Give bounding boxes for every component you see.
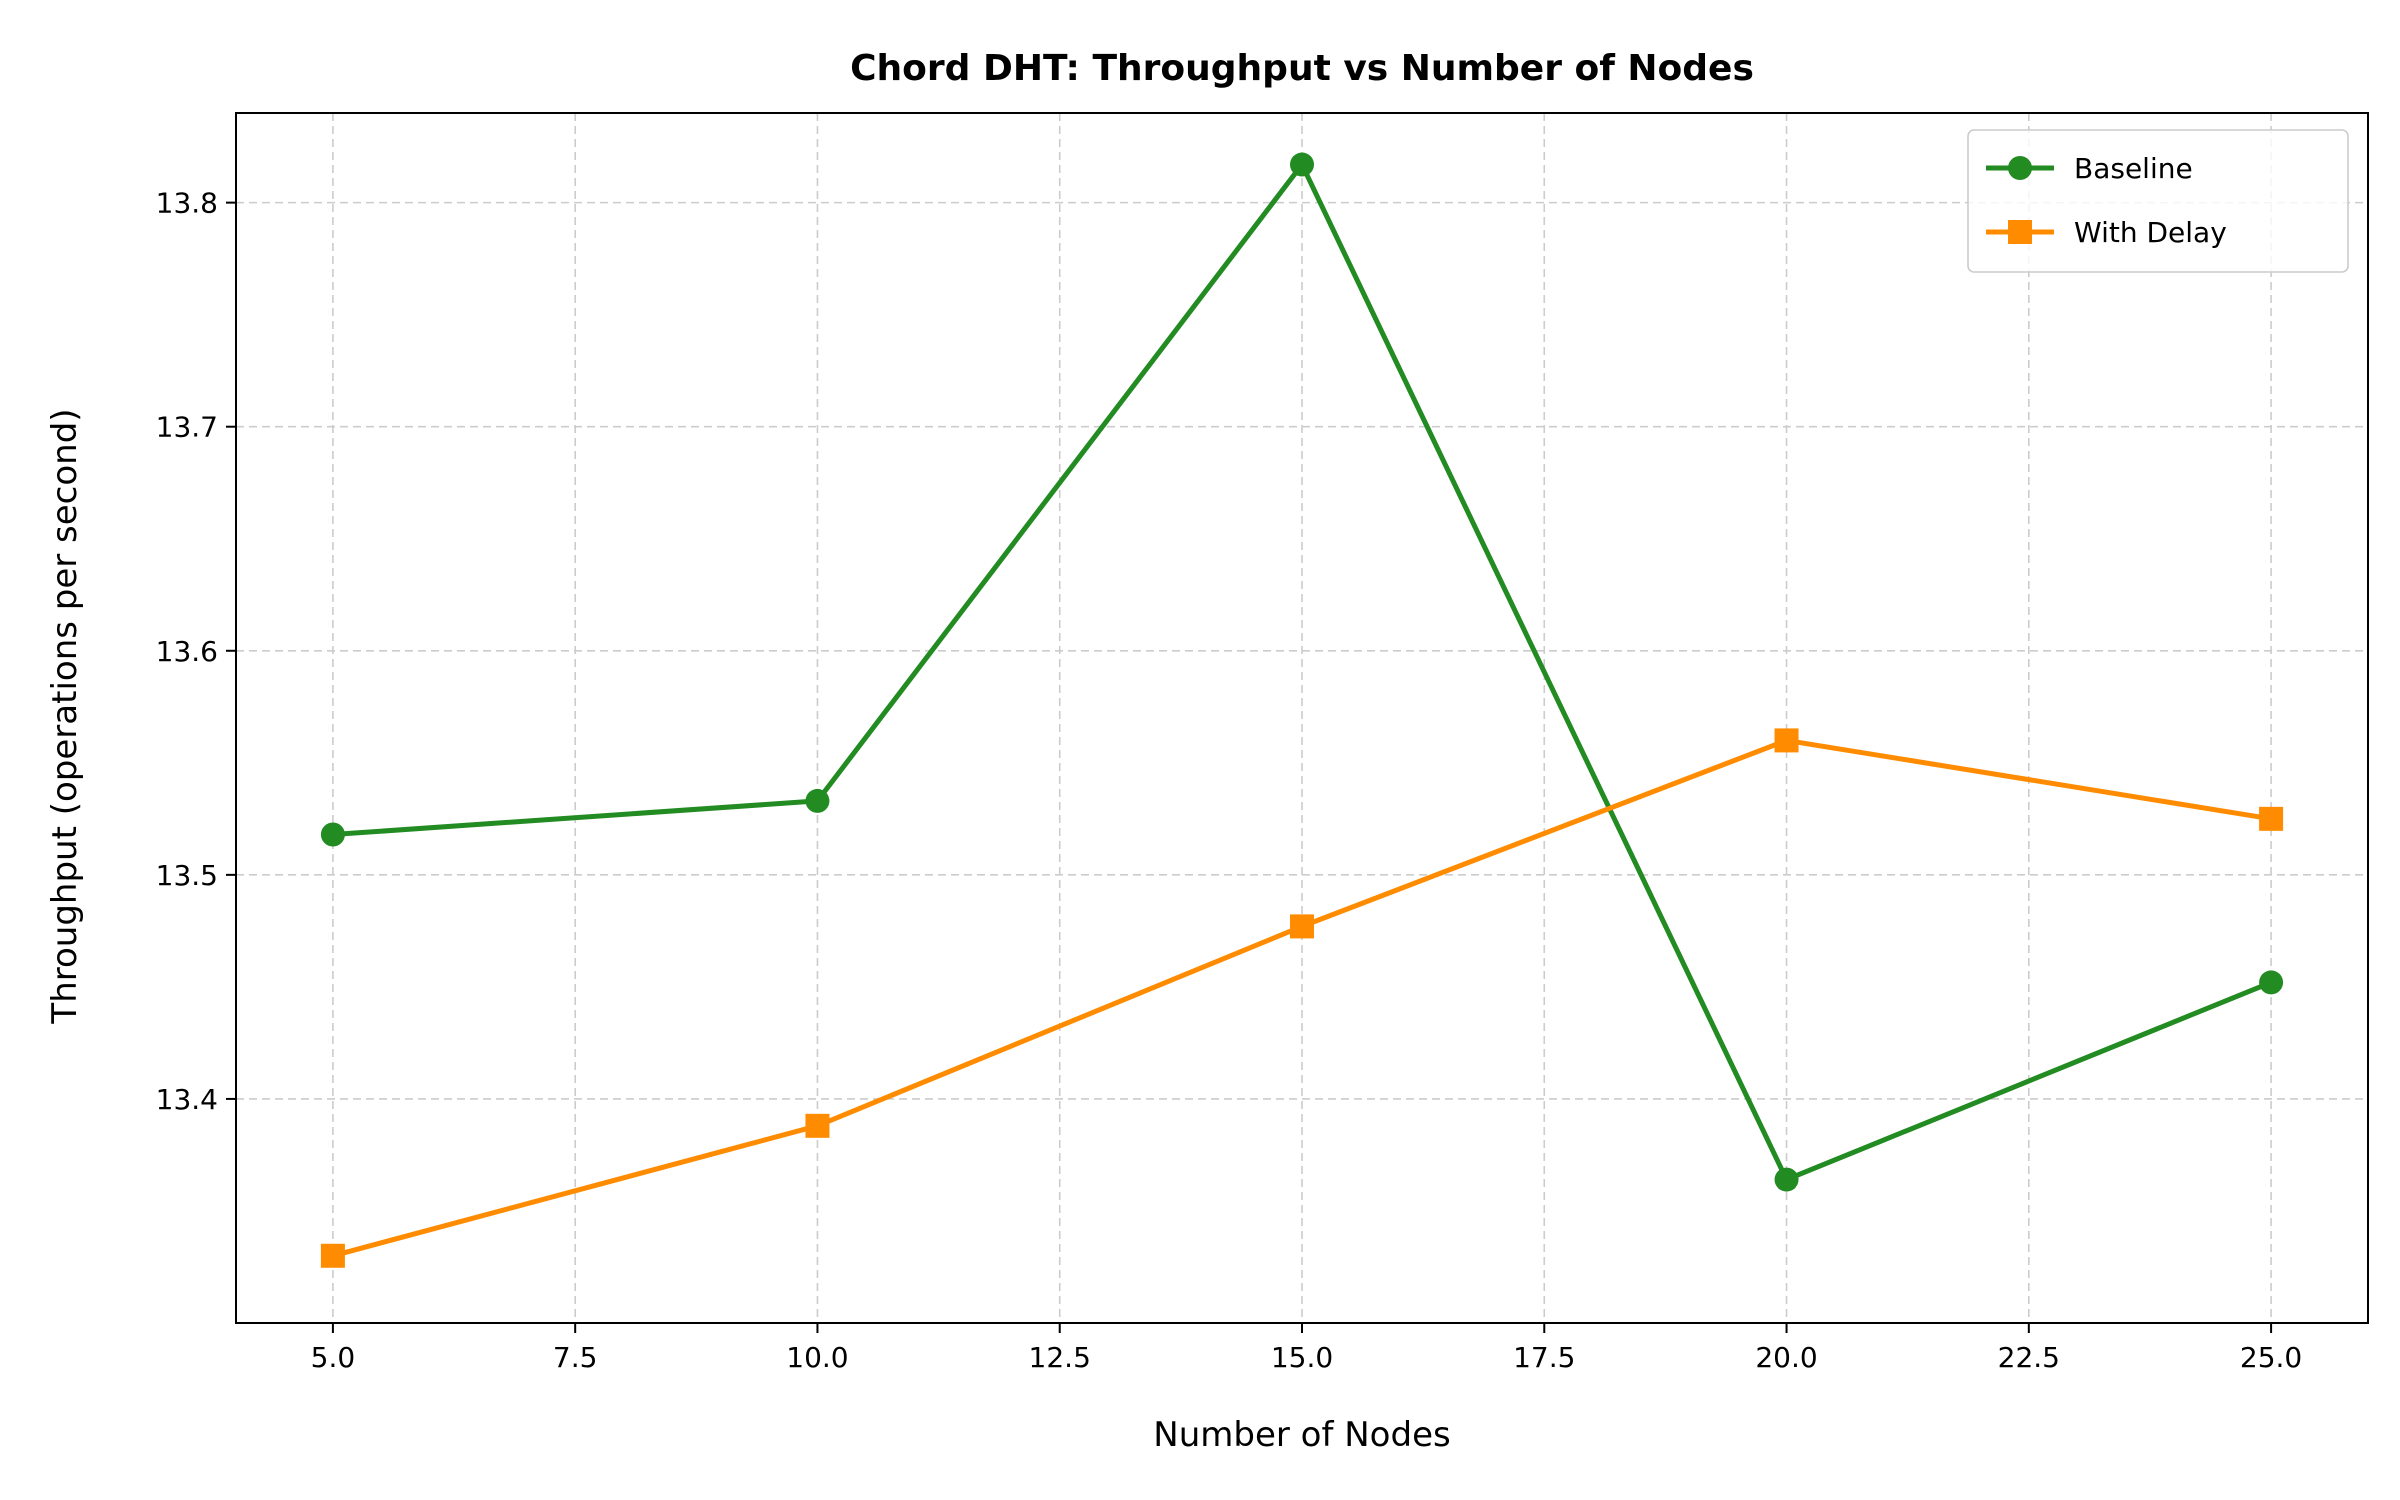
x-tick-label: 22.5 [1998, 1341, 2060, 1374]
y-tick-label: 13.8 [156, 187, 218, 220]
legend-label-with-delay: With Delay [2074, 216, 2227, 249]
x-axis-label: Number of Nodes [1153, 1415, 1450, 1455]
x-tick-label: 15.0 [1271, 1341, 1333, 1374]
x-tick-label: 20.0 [1755, 1341, 1817, 1374]
data-point-with-delay [1290, 914, 1314, 939]
y-axis-label: Throughput (operations per second) [45, 408, 85, 1024]
data-point-baseline [320, 822, 345, 847]
y-tick-label: 13.5 [156, 859, 218, 892]
grid [236, 113, 2368, 1323]
x-tick-label: 25.0 [2240, 1341, 2302, 1374]
y-tick-label: 13.4 [156, 1083, 218, 1116]
data-point-baseline [1290, 152, 1314, 177]
legend-marker-baseline [2008, 156, 2032, 180]
data-point-baseline [1774, 1167, 1799, 1192]
x-axis-ticks: 5.0 7.5 10.0 12.5 15.0 17.5 20.0 22.5 25.0 [311, 1323, 2302, 1374]
chart-title: Chord DHT: Throughput vs Number of Nodes [850, 48, 1754, 89]
x-tick-label: 7.5 [553, 1341, 598, 1374]
data-point-with-delay [320, 1243, 345, 1268]
legend-box [1967, 129, 2349, 273]
data-point-with-delay [1774, 728, 1799, 753]
data-point-baseline [2259, 970, 2284, 995]
y-tick-label: 13.7 [156, 411, 218, 444]
data-point-with-delay [805, 1113, 830, 1138]
x-tick-label: 5.0 [311, 1341, 356, 1374]
data-point-with-delay [2259, 806, 2284, 831]
y-axis-ticks: 13.4 13.5 13.6 13.7 13.8 [156, 187, 236, 1116]
x-tick-label: 12.5 [1029, 1341, 1091, 1374]
series-baseline [320, 152, 2284, 1192]
y-tick-label: 13.6 [156, 635, 218, 668]
x-tick-label: 10.0 [786, 1341, 848, 1374]
x-tick-label: 17.5 [1513, 1341, 1575, 1374]
series-group [320, 152, 2284, 1268]
data-point-baseline [805, 788, 830, 813]
legend: Baseline With Delay [1967, 129, 2349, 273]
legend-marker-with-delay [2008, 220, 2032, 244]
legend-label-baseline: Baseline [2074, 152, 2193, 185]
series-with-delay [320, 728, 2284, 1268]
